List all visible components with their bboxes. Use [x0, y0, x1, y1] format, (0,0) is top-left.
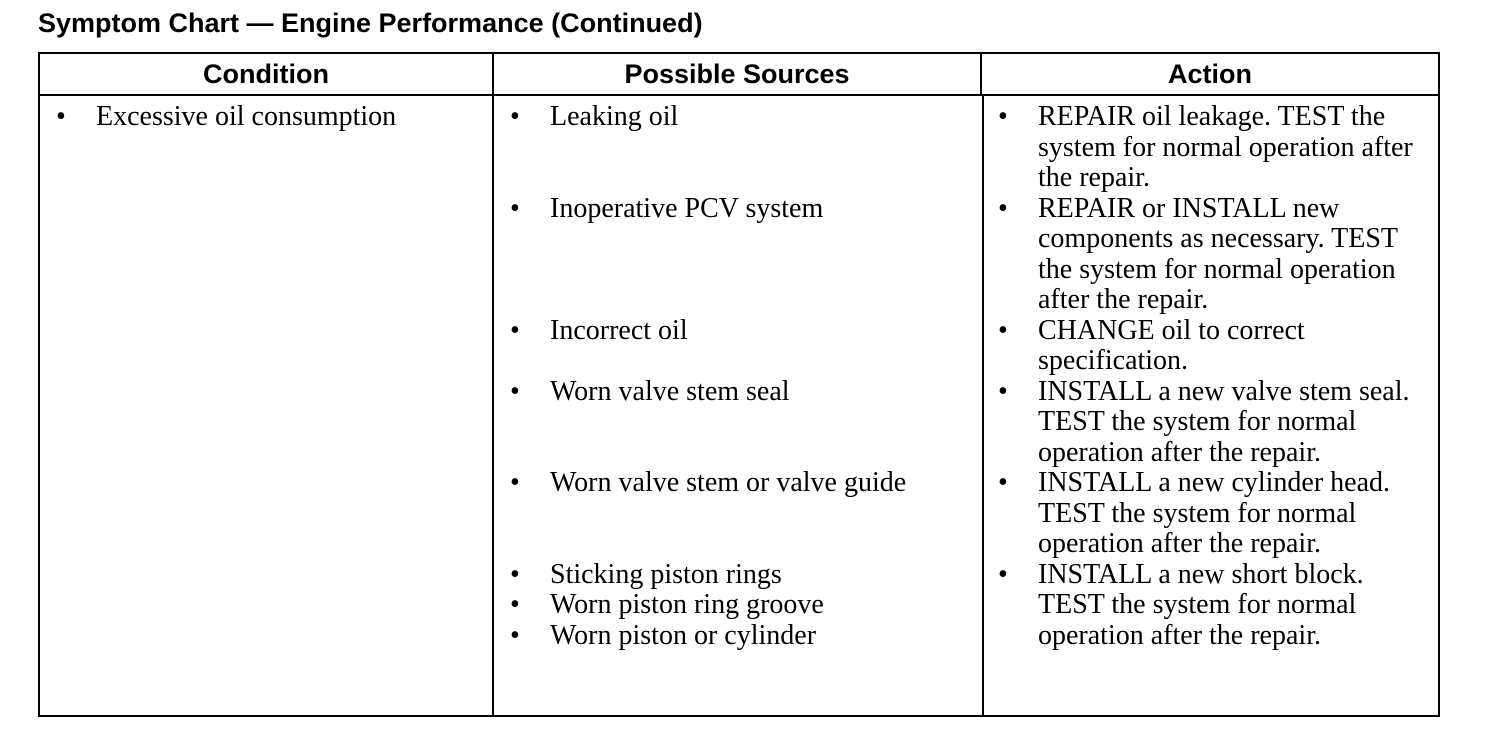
action-cell: INSTALL a new short block. TEST the syst…	[982, 559, 1438, 652]
action-cell: REPAIR or INSTALL new components as nece…	[982, 193, 1438, 316]
action-cell: INSTALL a new cylinder head. TEST the sy…	[982, 467, 1438, 560]
header-row: Condition Possible Sources Action	[40, 54, 1438, 96]
source: Worn valve stem or valve guide	[494, 467, 982, 499]
body-row: Excessive oil consumption Leaking oilREP…	[40, 96, 1438, 715]
source: Leaking oil	[494, 101, 982, 133]
action: INSTALL a new cylinder head. TEST the sy…	[982, 467, 1418, 560]
title: Symptom Chart — Engine Performance (Cont…	[38, 8, 703, 38]
action: INSTALL a new valve stem seal. TEST the …	[982, 376, 1418, 469]
source-group: Inoperative PCV systemREPAIR or INSTALL …	[494, 193, 1438, 316]
action-cell: INSTALL a new valve stem seal. TEST the …	[982, 376, 1438, 469]
source-group: Sticking piston ringsWorn piston ring gr…	[494, 559, 1438, 652]
column-header: Possible Sources	[494, 54, 982, 94]
column-header: Condition	[40, 54, 494, 94]
source: Inoperative PCV system	[494, 193, 982, 225]
action: CHANGE oil to correct specification.	[982, 315, 1418, 377]
action-cell: CHANGE oil to correct specification.	[982, 315, 1438, 377]
source-group: Leaking oilREPAIR oil leakage. TEST the …	[494, 101, 1438, 194]
sources-cell: Worn valve stem seal	[494, 376, 982, 469]
source: Incorrect oil	[494, 315, 982, 347]
sources-cell: Worn valve stem or valve guide	[494, 467, 982, 560]
symptom-table: Condition Possible Sources Action Excess…	[38, 52, 1440, 717]
source: Worn piston ring groove	[494, 589, 982, 621]
condition: Excessive oil consumption	[40, 101, 492, 133]
source: Worn valve stem seal	[494, 376, 982, 408]
action: REPAIR or INSTALL new components as nece…	[982, 193, 1418, 316]
source: Worn piston or cylinder	[494, 620, 982, 652]
condition-cell: Excessive oil consumption	[40, 96, 494, 715]
action: REPAIR oil leakage. TEST the system for …	[982, 101, 1418, 194]
sources-cell: Leaking oil	[494, 101, 982, 194]
column-header: Action	[1168, 59, 1252, 89]
action: INSTALL a new short block. TEST the syst…	[982, 559, 1418, 652]
source: Sticking piston rings	[494, 559, 982, 591]
action-cell: REPAIR oil leakage. TEST the system for …	[982, 101, 1438, 194]
sources-actions: Leaking oilREPAIR oil leakage. TEST the …	[494, 96, 1438, 715]
source-group: Incorrect oilCHANGE oil to correct speci…	[494, 315, 1438, 377]
sources-cell: Incorrect oil	[494, 315, 982, 377]
sources-cell: Sticking piston ringsWorn piston ring gr…	[494, 559, 982, 652]
source-group: Worn valve stem sealINSTALL a new valve …	[494, 376, 1438, 469]
source-group: Worn valve stem or valve guideINSTALL a …	[494, 467, 1438, 560]
sources-cell: Inoperative PCV system	[494, 193, 982, 316]
